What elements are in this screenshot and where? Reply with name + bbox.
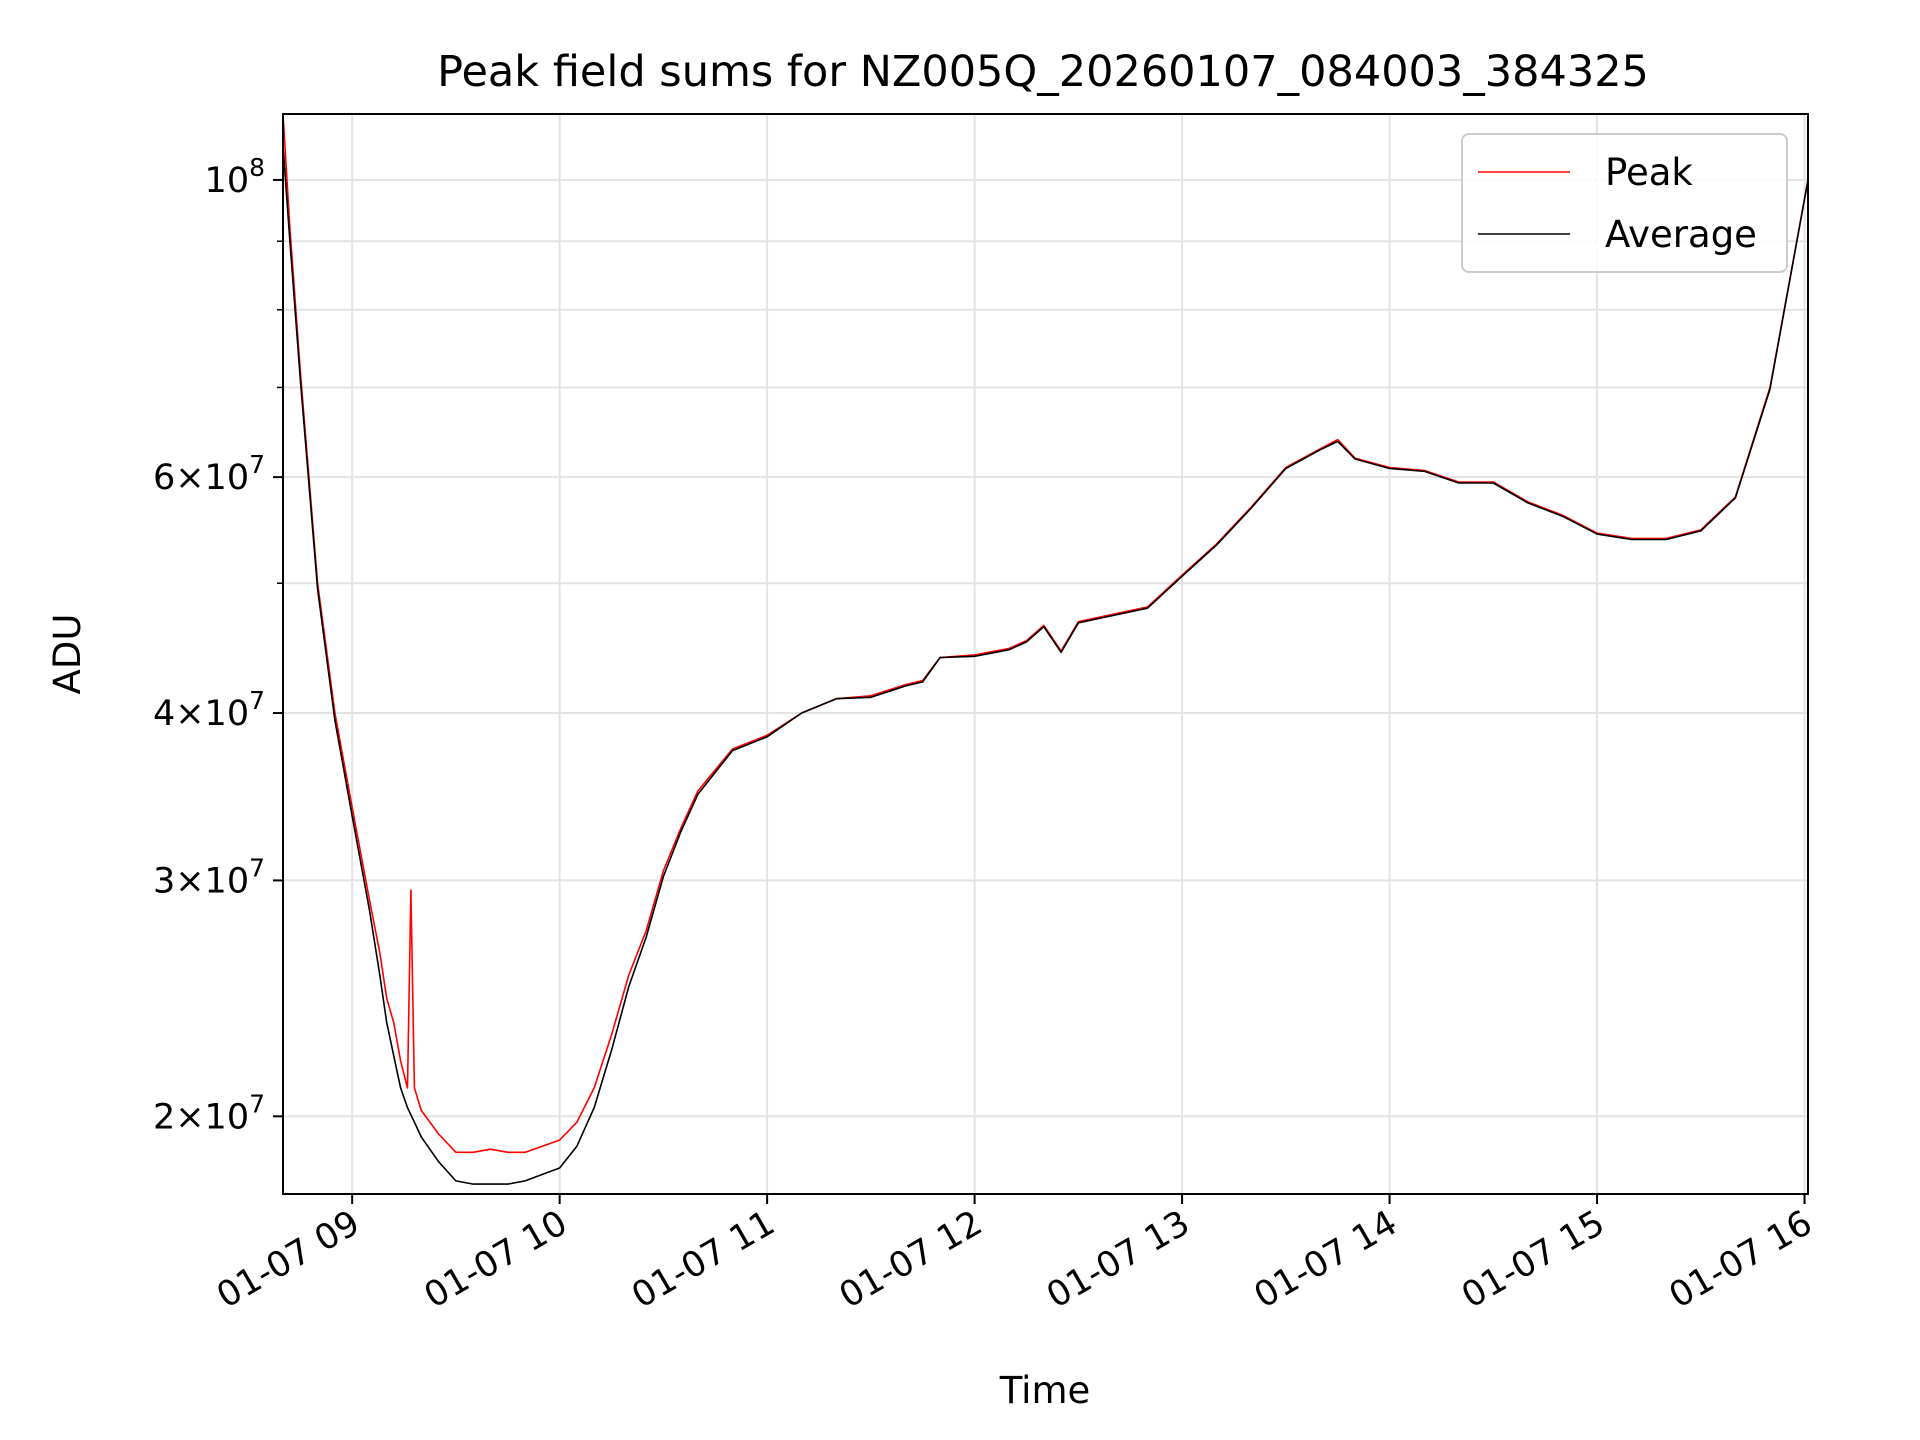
y-tick-exponent: 7 (249, 1089, 265, 1118)
grid (283, 114, 1808, 1194)
y-tick-times: × (175, 458, 204, 498)
y-tick-exponent: 7 (249, 853, 265, 882)
chart-title: Peak field sums for NZ005Q_20260107_0840… (437, 47, 1649, 97)
y-tick-label: 4×107 (153, 686, 265, 734)
y-tick-base: 10 (205, 694, 250, 734)
legend: Peak Average (1461, 133, 1788, 273)
y-tick-base: 10 (205, 861, 250, 901)
y-tick-mantissa: 3 (153, 861, 175, 901)
legend-label-average: Average (1605, 213, 1757, 256)
y-tick-mantissa: 2 (153, 1097, 175, 1137)
y-tick-base: 10 (205, 1097, 250, 1137)
y-tick-mantissa: 4 (153, 694, 175, 734)
legend-box (1461, 133, 1788, 273)
y-axis-label: ADU (46, 614, 89, 695)
y-tick-exponent: 7 (249, 450, 265, 479)
plot-frame (282, 113, 1809, 1195)
y-tick-label: 6×107 (153, 450, 265, 498)
y-tick-label: 2×107 (153, 1089, 265, 1137)
y-tick-times: × (175, 861, 204, 901)
series-line-average (282, 145, 1809, 1185)
y-tick-base: 10 (205, 458, 250, 498)
y-tick-exponent: 7 (249, 686, 265, 715)
series-layer (282, 113, 1809, 1185)
x-axis-label: Time (999, 1369, 1091, 1412)
y-tick-base: 10 (205, 161, 250, 201)
y-tick-label: 108 (205, 153, 265, 201)
legend-label-peak: Peak (1605, 151, 1693, 194)
y-tick-times: × (175, 1097, 204, 1137)
y-tick-times: × (175, 694, 204, 734)
y-tick-exponent: 8 (249, 153, 265, 182)
y-tick-mantissa: 6 (153, 458, 175, 498)
y-tick-label: 3×107 (153, 853, 265, 901)
